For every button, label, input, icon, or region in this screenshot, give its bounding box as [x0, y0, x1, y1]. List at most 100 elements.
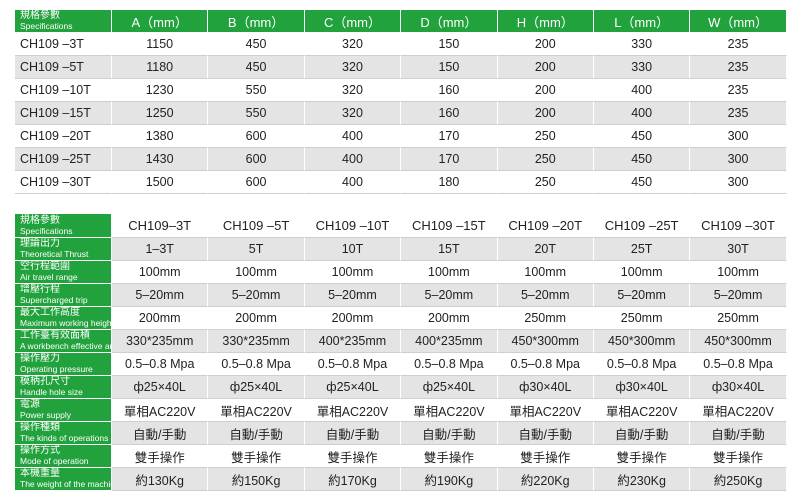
value-cell: 550	[208, 79, 305, 102]
value-cell: 400*235mm	[401, 330, 498, 353]
value-cell: 450*300mm	[690, 330, 787, 353]
value-cell: 320	[304, 102, 402, 125]
value-cell: 200mm	[208, 307, 305, 330]
data-row: 操作種類 The kinds of operations 自動/手動 自動/手動 自動/…	[15, 422, 787, 445]
data-row: 空行程範圍 Air travel range 100mm 100mm 100mm 100m…	[15, 261, 787, 284]
column-header: CH109 –15T	[401, 214, 498, 238]
label-zh: 操作方式	[20, 445, 60, 456]
value-cell: 單相AC220V	[690, 399, 787, 422]
value-cell: 單相AC220V	[401, 399, 498, 422]
spec-performance-table: 規格參數 Specifications CH109–3T CH109 –5T CH109…	[15, 214, 787, 491]
value-cell: 250	[497, 125, 594, 148]
row-label: 操作種類 The kinds of operations	[15, 422, 112, 445]
label-zh: 操作壓力	[20, 353, 60, 364]
model-name: CH109 –20T	[15, 125, 112, 148]
label-en: Supercharged trip	[20, 295, 88, 305]
value-cell: 0.5–0.8 Mpa	[112, 353, 209, 376]
value-cell: 330*235mm	[112, 330, 209, 353]
value-cell: 235	[690, 33, 787, 56]
value-cell: 300	[690, 171, 787, 194]
value-cell: 單相AC220V	[208, 399, 305, 422]
value-cell: 170	[401, 125, 498, 148]
column-header: W（mm）	[690, 10, 787, 33]
value-cell: 5–20mm	[593, 284, 691, 307]
value-cell: 自動/手動	[401, 422, 498, 445]
column-header: CH109 –20T	[497, 214, 594, 238]
data-row: CH109 –3T 1150 450 320 150 200 330 235	[15, 33, 787, 56]
value-cell: 100mm	[208, 261, 305, 284]
value-cell: 5–20mm	[112, 284, 209, 307]
spec-dimension-table: 規格參數 Specifications A（mm） B（mm） C（mm） D（mm） H（…	[15, 10, 787, 194]
label-en: Theoretical Thrust	[20, 249, 89, 259]
value-cell: ф30×40L	[593, 376, 691, 399]
value-cell: 330	[593, 56, 691, 79]
model-name: CH109 –30T	[15, 171, 112, 194]
value-cell: 自動/手動	[690, 422, 787, 445]
data-row: CH109 –15T 1250 550 320 160 200 400 235	[15, 102, 787, 125]
value-cell: 自動/手動	[497, 422, 594, 445]
label-zh: 工作臺有效面積	[20, 330, 90, 341]
value-cell: 0.5–0.8 Mpa	[208, 353, 305, 376]
value-cell: 160	[401, 79, 498, 102]
label-zh: 空行程範圍	[20, 261, 70, 272]
data-row: 最大工作高度 Maximum working height 200mm 200mm 20…	[15, 307, 787, 330]
value-cell: 320	[304, 56, 402, 79]
value-cell: 320	[304, 33, 402, 56]
value-cell: 約250Kg	[690, 468, 787, 491]
value-cell: 1230	[112, 79, 209, 102]
column-header: C（mm）	[304, 10, 402, 33]
row-label: 本機重量 The weight of the machine	[15, 468, 112, 491]
value-cell: 450	[593, 148, 691, 171]
value-cell: 單相AC220V	[593, 399, 691, 422]
data-row: CH109 –10T 1230 550 320 160 200 400 235	[15, 79, 787, 102]
label-en: Specifications	[20, 21, 73, 31]
value-cell: 100mm	[593, 261, 691, 284]
value-cell: 235	[690, 56, 787, 79]
value-cell: 300	[690, 125, 787, 148]
value-cell: 自動/手動	[593, 422, 691, 445]
value-cell: 400	[304, 171, 402, 194]
value-cell: 400	[304, 148, 402, 171]
value-cell: 320	[304, 79, 402, 102]
value-cell: 330*235mm	[208, 330, 305, 353]
value-cell: 600	[208, 148, 305, 171]
value-cell: 約220Kg	[497, 468, 594, 491]
value-cell: 100mm	[497, 261, 594, 284]
column-header: B（mm）	[208, 10, 305, 33]
value-cell: 10T	[304, 238, 402, 261]
data-row: 本機重量 The weight of the machine 約130Kg 約150K…	[15, 468, 787, 491]
value-cell: 450	[593, 171, 691, 194]
label-zh: 規格參數	[20, 10, 60, 21]
value-cell: 25T	[593, 238, 691, 261]
row-label: 理論出力 Theoretical Thrust	[15, 238, 112, 261]
column-header: CH109 –30T	[690, 214, 787, 238]
value-cell: 自動/手動	[208, 422, 305, 445]
value-cell: 600	[208, 171, 305, 194]
label-zh: 操作種類	[20, 422, 60, 433]
value-cell: 單相AC220V	[497, 399, 594, 422]
label-zh: 增壓行程	[20, 284, 60, 295]
value-cell: 5–20mm	[690, 284, 787, 307]
label-en: Operating pressure	[20, 364, 93, 374]
value-cell: 0.5–0.8 Mpa	[304, 353, 402, 376]
label-zh: 模柄孔尺寸	[20, 376, 70, 387]
label-en: A workbench effective area	[20, 341, 112, 351]
value-cell: 600	[208, 125, 305, 148]
value-cell: 5–20mm	[208, 284, 305, 307]
row-label: 操作方式 Mode of operation	[15, 445, 112, 468]
column-header: L（mm）	[593, 10, 691, 33]
label-en: Specifications	[20, 225, 73, 236]
value-cell: 0.5–0.8 Mpa	[690, 353, 787, 376]
value-cell: 0.5–0.8 Mpa	[593, 353, 691, 376]
row-label: 模柄孔尺寸 Handle hole size	[15, 376, 112, 399]
data-row: 增壓行程 Supercharged trip 5–20mm 5–20mm 5–20mm 5…	[15, 284, 787, 307]
data-row: CH109 –5T 1180 450 320 150 200 330 235	[15, 56, 787, 79]
value-cell: 300	[690, 148, 787, 171]
header-row: 規格參數 Specifications CH109–3T CH109 –5T CH109…	[15, 214, 787, 238]
value-cell: 單相AC220V	[112, 399, 209, 422]
label-en: The weight of the machine	[20, 479, 112, 489]
value-cell: 雙手操作	[690, 445, 787, 468]
column-header: CH109 –5T	[208, 214, 305, 238]
value-cell: 200mm	[401, 307, 498, 330]
label-zh: 本機重量	[20, 468, 60, 479]
